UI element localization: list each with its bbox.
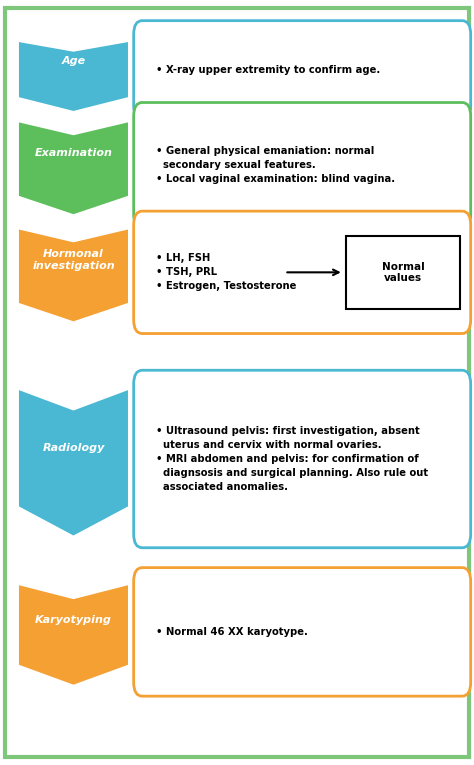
Text: Age: Age (62, 56, 85, 67)
Polygon shape (19, 42, 128, 111)
FancyBboxPatch shape (5, 8, 469, 757)
Polygon shape (19, 390, 128, 536)
FancyBboxPatch shape (134, 370, 471, 548)
Text: Normal
values: Normal values (382, 262, 424, 283)
Polygon shape (19, 585, 128, 685)
FancyBboxPatch shape (134, 103, 471, 228)
Text: Karyotyping: Karyotyping (35, 614, 112, 625)
Text: • Ultrasound pelvis: first investigation, absent
  uterus and cervix with normal: • Ultrasound pelvis: first investigation… (156, 426, 428, 492)
Text: • General physical emaniation: normal
  secondary sexual features.
• Local vagin: • General physical emaniation: normal se… (156, 146, 395, 184)
Polygon shape (19, 122, 128, 214)
FancyBboxPatch shape (134, 21, 471, 119)
Text: Examination: Examination (35, 148, 112, 158)
FancyBboxPatch shape (134, 211, 471, 334)
Text: Hormonal
investigation: Hormonal investigation (32, 249, 115, 271)
FancyBboxPatch shape (134, 568, 471, 696)
FancyBboxPatch shape (346, 236, 460, 309)
Text: • X-ray upper extremity to confirm age.: • X-ray upper extremity to confirm age. (156, 65, 381, 75)
Text: • LH, FSH
• TSH, PRL
• Estrogen, Testosterone: • LH, FSH • TSH, PRL • Estrogen, Testost… (156, 253, 297, 291)
Polygon shape (19, 230, 128, 321)
Text: • Normal 46 XX karyotype.: • Normal 46 XX karyotype. (156, 627, 308, 637)
Text: Radiology: Radiology (42, 442, 105, 453)
